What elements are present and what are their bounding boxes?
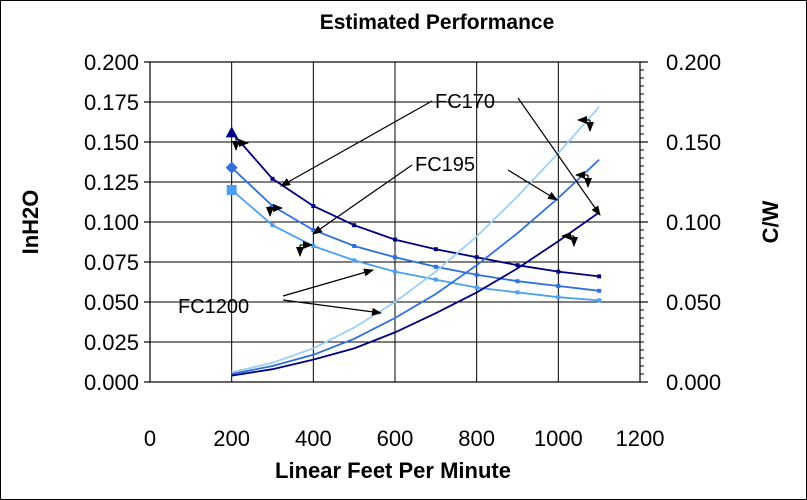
arrow-fc170-left (280, 100, 433, 187)
series-layer (225, 106, 602, 377)
series-point (352, 258, 357, 263)
series-point (311, 244, 316, 248)
series-point (270, 176, 275, 181)
series-point (597, 288, 602, 293)
series-point (270, 204, 275, 208)
y-tick-label-right: 0.150 (666, 130, 721, 155)
series-point (515, 263, 520, 268)
x-tick-label: 1200 (616, 426, 665, 451)
annotation-fc1200: FC1200 (178, 296, 249, 318)
chart-title: Estimated Performance (320, 11, 555, 34)
series-point (556, 269, 561, 274)
y-tick-label-right: 0.200 (666, 50, 721, 75)
y-tick-label-left: 0.125 (84, 170, 139, 195)
x-tick-label: 400 (295, 426, 332, 451)
series-point (433, 247, 438, 252)
y-tick-label-right: 0.000 (666, 370, 721, 395)
y-tick-label-left: 0.200 (84, 50, 139, 75)
y-tick-label-left: 0.025 (84, 330, 139, 355)
annotation-arrows (280, 97, 601, 316)
series-point (270, 223, 275, 228)
series-line-4 (231, 106, 600, 374)
arrow-fc1200-left (282, 268, 374, 297)
x-tick-label: 0 (144, 426, 156, 451)
y-tick-label-right: 0.100 (666, 210, 721, 235)
x-tick-label: 200 (213, 426, 250, 451)
annotation-fc170: FC170 (435, 91, 495, 113)
series-point (515, 279, 520, 284)
series-point (597, 274, 602, 279)
x-tick-label: 600 (377, 426, 414, 451)
y-axis-title-right: C/W (758, 200, 783, 243)
series-point (433, 277, 438, 282)
series-line-5 (231, 158, 600, 375)
series-point (393, 237, 397, 242)
series-marker-square (226, 185, 237, 195)
series-point (311, 204, 316, 208)
arrow-fc170-right (517, 97, 601, 216)
series-point (556, 295, 561, 300)
y-tick-label-left: 0.000 (84, 370, 139, 395)
y-tick-label-left: 0.075 (84, 250, 139, 275)
series-point (352, 223, 357, 228)
series-point (393, 269, 397, 274)
series-point (311, 228, 316, 232)
x-tick-label: 1000 (534, 426, 583, 451)
y-tick-label-right: 0.050 (666, 290, 721, 315)
series-line-1 (231, 131, 600, 278)
tick-labels: 0 200 400 600 800 1000 1200 0.000 0.025 0.050 0.07… (84, 50, 721, 451)
x-axis-title: Linear Feet Per Minute (275, 458, 511, 483)
y-tick-label-left: 0.100 (84, 210, 139, 235)
arrow-fc1200-right (282, 299, 382, 316)
series-point (433, 264, 438, 269)
x-tick-label: 800 (458, 426, 495, 451)
series-point (352, 244, 357, 248)
series-line-3 (231, 189, 600, 302)
y-tick-label-left: 0.150 (84, 130, 139, 155)
series-point (515, 290, 520, 295)
series-line-6 (231, 211, 600, 377)
arrow-fc195-left (312, 164, 413, 235)
y-axis-title-left: InH2O (18, 190, 43, 255)
series-point (474, 272, 479, 277)
series-marker-diamond (225, 161, 238, 174)
axis-direction-hooks (232, 116, 594, 257)
arrow-fc195-right (507, 169, 558, 201)
series-point (597, 298, 602, 303)
series-point (556, 284, 561, 288)
y-tick-label-left: 0.175 (84, 90, 139, 115)
series-point (393, 255, 397, 260)
tick-marks (144, 61, 648, 383)
grid (150, 62, 640, 382)
series-marker-triangle (225, 126, 238, 138)
y-tick-label-left: 0.050 (84, 290, 139, 315)
series-point (474, 255, 479, 260)
series-line-2 (231, 166, 600, 292)
series-point (474, 285, 479, 290)
annotation-fc195: FC195 (415, 154, 475, 176)
